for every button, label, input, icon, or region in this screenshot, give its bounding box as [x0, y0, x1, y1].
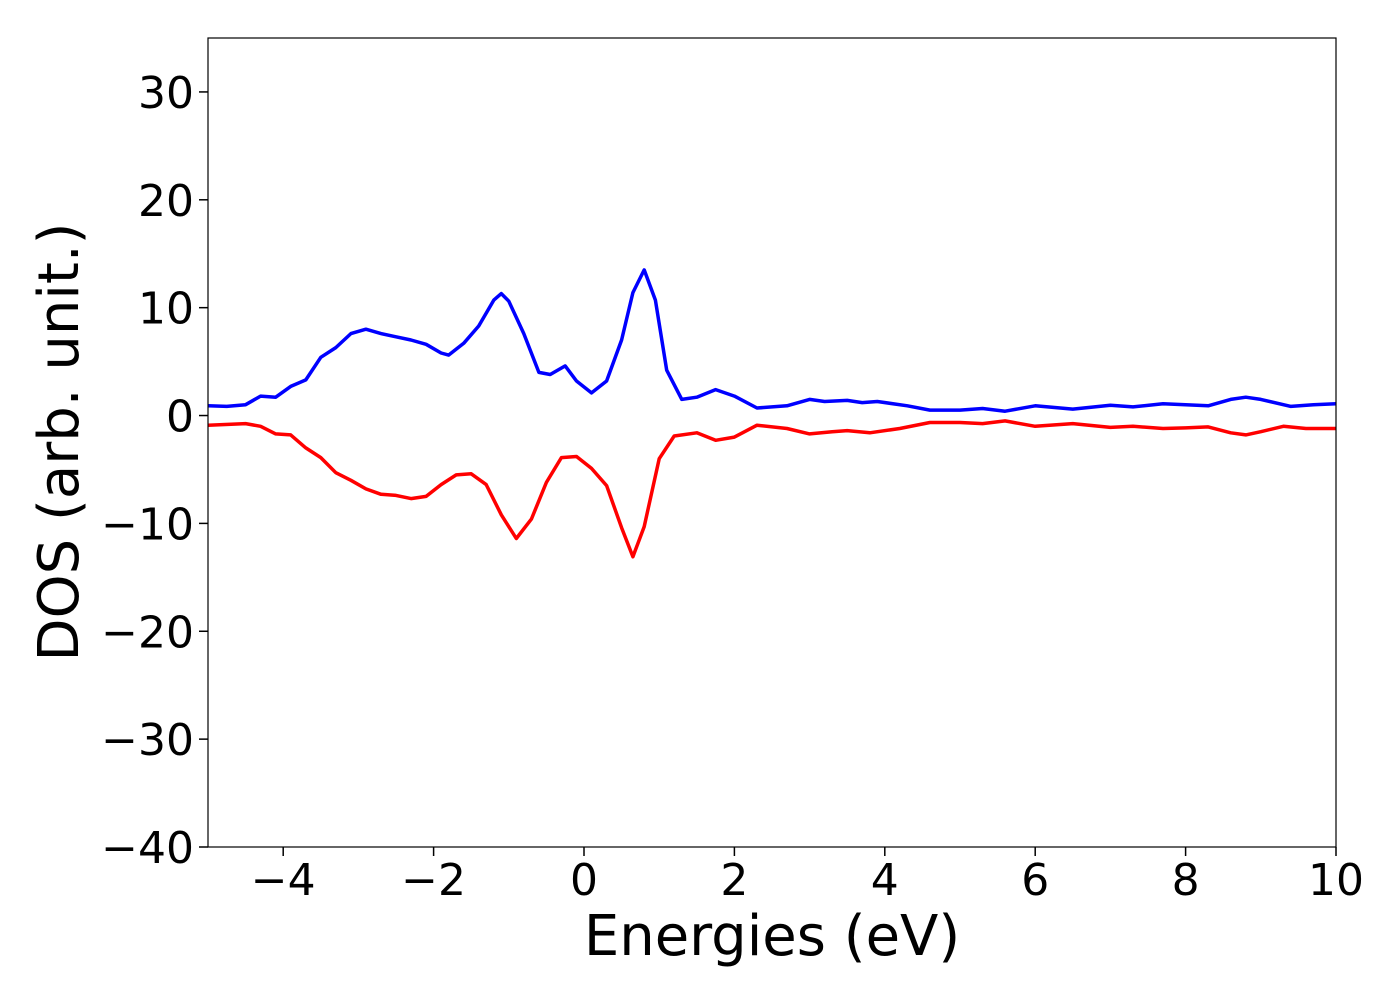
- y-tick-label: −40: [101, 823, 194, 874]
- y-tick-label: −30: [101, 715, 194, 766]
- x-tick-label: 10: [1308, 855, 1364, 906]
- y-axis-label: DOS (arb. unit.): [27, 222, 92, 661]
- dos-line: [208, 268, 1336, 413]
- y-tick-label: 0: [166, 392, 194, 443]
- y-tick-label: 30: [138, 68, 194, 119]
- x-tick-label: 6: [1021, 855, 1049, 906]
- x-tick-label: 2: [720, 855, 748, 906]
- y-tick-label: −20: [101, 607, 194, 658]
- x-tick-label: 0: [570, 855, 598, 906]
- x-axis-label: Energies (eV): [584, 904, 960, 969]
- x-tick-label: −2: [401, 855, 466, 906]
- dos-line: [208, 419, 1336, 559]
- y-tick-label: 20: [138, 176, 194, 227]
- x-tick-label: 8: [1172, 855, 1200, 906]
- y-tick-label: 10: [138, 284, 194, 335]
- y-tick-label: −10: [101, 499, 194, 550]
- x-tick-label: −4: [251, 855, 316, 906]
- x-tick-label: 4: [871, 855, 899, 906]
- plot-frame: [207, 37, 1337, 848]
